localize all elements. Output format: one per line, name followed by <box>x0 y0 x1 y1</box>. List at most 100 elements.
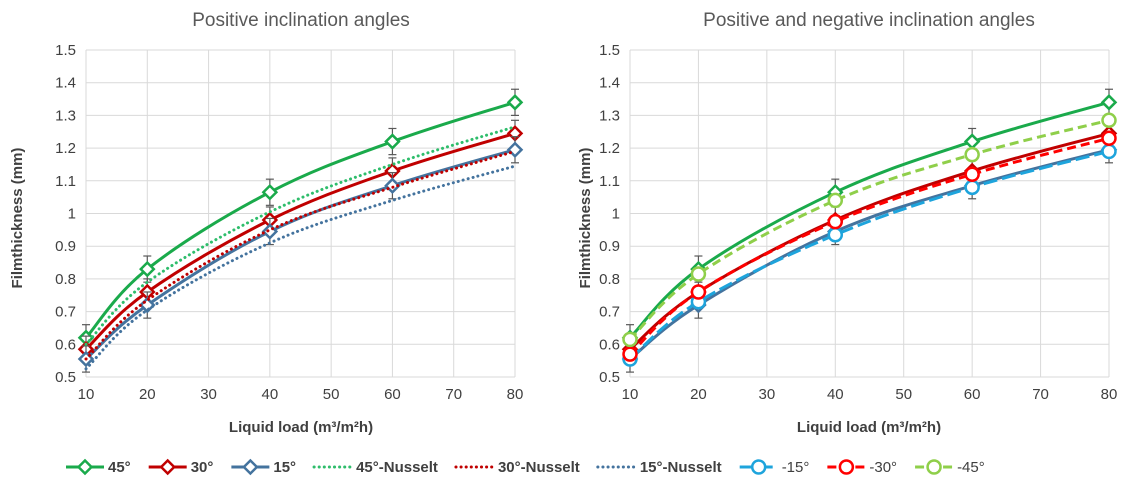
legend-label: 30°-Nusselt <box>498 459 580 476</box>
y-tick-label: 0.5 <box>55 369 76 386</box>
data-point <box>261 223 279 240</box>
legend-marker <box>750 459 767 475</box>
y-tick-label: 0.6 <box>599 336 620 353</box>
data-point <box>622 331 638 348</box>
series-45°-Nusselt <box>84 125 517 346</box>
y-tick-label: 1.3 <box>55 107 76 124</box>
chart-title: Positive and negative inclination angles <box>703 10 1035 31</box>
x-tick-label: 40 <box>262 386 279 403</box>
data-point <box>506 94 524 111</box>
y-axis-title: Filmthickness (mm) <box>9 148 26 289</box>
legend-marker <box>926 459 942 475</box>
series-line <box>84 125 517 346</box>
legend-label: -15° <box>782 459 810 476</box>
y-tick-label: 1.5 <box>599 42 620 59</box>
series-line <box>84 164 517 371</box>
legend-marker <box>242 458 259 476</box>
x-tick-label: 40 <box>827 386 844 403</box>
data-point <box>827 227 844 243</box>
legend-item: 45° <box>66 458 131 476</box>
data-point <box>827 213 844 230</box>
data-point <box>622 346 638 362</box>
y-tick-label: 0.7 <box>55 304 76 321</box>
y-axis-title: Filmthickness (mm) <box>577 148 594 289</box>
x-axis-title: Liquid load (m³/m²h) <box>229 419 373 436</box>
y-tick-label: 0.8 <box>599 271 620 288</box>
data-point <box>1101 130 1117 147</box>
x-tick-label: 30 <box>759 386 776 403</box>
x-tick-label: 20 <box>690 386 707 403</box>
x-tick-label: 60 <box>964 386 981 403</box>
legend-item: -45° <box>915 459 985 476</box>
y-tick-label: 1.2 <box>55 140 76 157</box>
y-tick-label: 1.4 <box>599 75 620 92</box>
series-line <box>629 131 1110 351</box>
y-tick-label: 1.2 <box>599 140 620 157</box>
legend: 45° 30° 15° 45°-Nusselt 30°-Nusselt 15°-Nusse… <box>66 458 985 476</box>
gridlines <box>629 49 1110 378</box>
data-point <box>261 183 279 201</box>
y-tick-label: 0.6 <box>55 336 76 353</box>
legend-marker <box>159 458 176 476</box>
legend-item: 45°-Nusselt <box>312 459 438 476</box>
data-point <box>506 141 524 159</box>
y-tick-label: 1.5 <box>55 42 76 59</box>
x-tick-label: 80 <box>1101 386 1118 403</box>
y-tick-label: 0.7 <box>599 304 620 321</box>
x-tick-label: 80 <box>507 386 524 403</box>
legend-marker <box>76 458 94 476</box>
y-tick-label: 0.9 <box>55 238 76 255</box>
data-point <box>384 133 401 150</box>
legend-label: 15° <box>273 459 296 476</box>
series-15° <box>621 136 1118 373</box>
y-tick-label: 0.9 <box>599 238 620 255</box>
x-tick-label: 10 <box>78 386 95 403</box>
data-point <box>964 146 980 163</box>
legend-label: 30° <box>191 459 214 476</box>
legend-label: 45°-Nusselt <box>356 459 438 476</box>
series-45° <box>77 88 524 352</box>
y-tick-label: 1.1 <box>599 173 620 190</box>
legend-label: -30° <box>869 459 897 476</box>
data-point <box>1100 94 1118 111</box>
x-tick-label: 50 <box>323 386 340 403</box>
x-tick-label: 50 <box>895 386 912 403</box>
data-point <box>964 166 980 183</box>
series-30° <box>77 119 524 363</box>
y-tick-label: 1.3 <box>599 107 620 124</box>
x-axis-title: Liquid load (m³/m²h) <box>797 419 941 436</box>
y-tick-label: 0.5 <box>599 369 620 386</box>
data-point <box>964 179 980 196</box>
x-tick-label: 70 <box>1032 386 1049 403</box>
gridlines <box>85 49 516 378</box>
legend-marker <box>838 459 855 475</box>
x-tick-label: 70 <box>445 386 462 403</box>
y-tick-label: 1.4 <box>55 75 76 92</box>
chart-positive-angles: Positive inclination angles Liquid load … <box>9 10 523 436</box>
y-tick-label: 0.8 <box>55 271 76 288</box>
y-tick-label: 1 <box>612 206 620 223</box>
x-tick-label: 60 <box>384 386 401 403</box>
legend-item: -15° <box>739 459 810 476</box>
legend-item: 15°-Nusselt <box>596 459 722 476</box>
data-point <box>963 133 981 150</box>
legend-item: 30°-Nusselt <box>454 459 580 476</box>
series-line <box>629 149 1110 361</box>
series-15° <box>77 136 524 373</box>
series-30°-Nusselt <box>84 149 517 361</box>
data-point <box>827 192 844 209</box>
series-line <box>84 131 516 351</box>
data-point <box>690 266 707 282</box>
series-line <box>84 149 517 361</box>
series--30° <box>622 130 1117 362</box>
legend-label: 15°-Nusselt <box>640 459 722 476</box>
series-15°-Nusselt <box>84 164 517 371</box>
y-tick-label: 1.1 <box>55 173 76 190</box>
data-point <box>690 284 707 300</box>
data-point <box>139 260 156 278</box>
data-point <box>1101 143 1117 160</box>
x-tick-label: 20 <box>139 386 156 403</box>
y-tick-label: 1 <box>68 206 76 223</box>
legend-label: 45° <box>108 459 131 476</box>
